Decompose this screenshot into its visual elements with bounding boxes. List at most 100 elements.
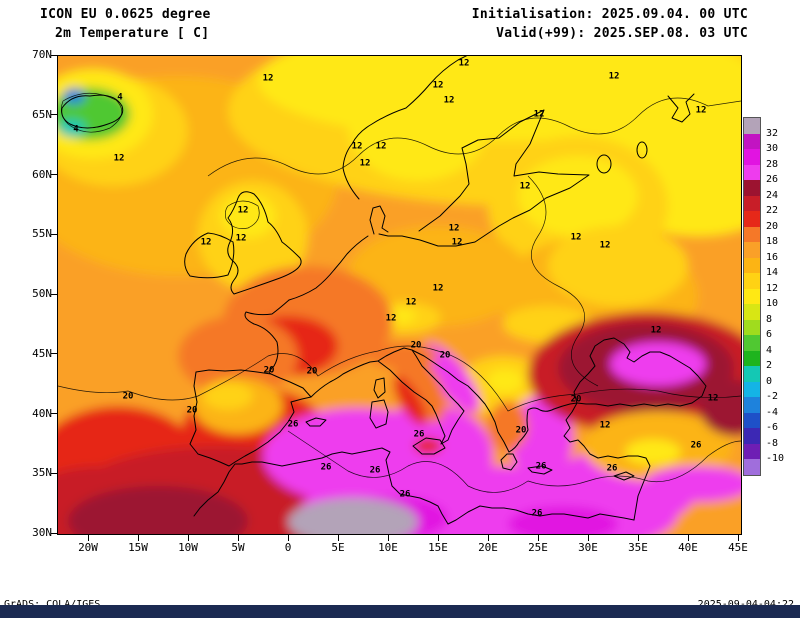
lon-tick-label: 25E — [528, 541, 548, 554]
lon-tick-mark — [437, 535, 439, 541]
colorbar-segment — [744, 319, 760, 335]
contour-label: 20 — [515, 425, 527, 436]
lon-tick-mark — [737, 535, 739, 541]
lon-tick-label: 40E — [678, 541, 698, 554]
colorbar-segment — [744, 133, 760, 149]
coast-ireland — [184, 232, 235, 279]
colorbar-value: 14 — [766, 267, 779, 278]
contour-label: 12 — [262, 73, 274, 84]
lat-tick-mark — [51, 114, 57, 116]
contour-label: 12 — [519, 181, 531, 192]
contour-label: 20 — [570, 394, 582, 405]
lat-tick-mark — [51, 293, 57, 295]
contour-label: 12 — [695, 105, 707, 116]
contour-label: 12 — [650, 325, 662, 336]
contour-label: 12 — [451, 237, 463, 248]
coast-north-africa — [193, 447, 635, 525]
colorbar-value: 32 — [766, 127, 779, 139]
coast-crete — [527, 465, 553, 475]
coast-turkey-levant — [563, 402, 651, 521]
contour-label: 12 — [570, 232, 582, 243]
contour-label-layer: 12 12 12 12 12 12 12 12 12 12 12 12 12 12 12 12 12 12 12 12… — [58, 56, 741, 534]
coast-adriatic-east — [411, 349, 510, 453]
contour-label: 12 — [351, 141, 363, 152]
contour-label: 12 — [448, 223, 460, 234]
lat-tick-label: 45N — [32, 346, 52, 360]
colorbar-segment — [744, 195, 760, 211]
colorbar-value: -10 — [766, 453, 785, 464]
lat-tick-label: 60N — [32, 167, 52, 181]
map-plot-area: 12 12 12 12 12 12 12 12 12 12 12 12 12 12 12 12 12 12 12 12… — [57, 55, 742, 535]
lon-tick-mark — [337, 535, 339, 541]
colorbar-segments — [743, 117, 761, 476]
contour-label: 12 — [599, 240, 611, 251]
colorbar-segment — [744, 350, 760, 366]
colorbar: 32 30 28 26 24 22 20 18 16 14 12 10 8 6 4 2 0 -2 -4 -6 -8 -10 — [743, 117, 784, 476]
contour-label: 4 — [117, 92, 123, 103]
coast-norway — [342, 56, 468, 200]
colorbar-segment — [744, 443, 760, 459]
initialisation-time: Initialisation: 2025.09.04. 00 UTC — [471, 7, 748, 22]
colorbar-segment — [744, 242, 760, 258]
colorbar-value: 26 — [766, 174, 779, 185]
colorbar-value: 0 — [766, 375, 773, 387]
lon-tick-label: 0 — [284, 541, 292, 554]
colorbar-value: 28 — [766, 158, 779, 170]
colorbar-segment — [744, 180, 760, 196]
colorbar-value: 8 — [766, 313, 773, 325]
contour-label: 12 — [707, 393, 719, 404]
lon-tick-mark — [237, 535, 239, 541]
model-title: ICON EU 0.0625 degree — [40, 7, 211, 22]
coast-sicily — [412, 437, 446, 455]
colorbar-value: 20 — [766, 220, 779, 232]
lon-tick-mark — [137, 535, 139, 541]
lon-tick-label: 10E — [378, 541, 398, 554]
contour-label: 12 — [385, 313, 397, 324]
coast-iberia — [189, 369, 312, 467]
colorbar-segment — [744, 335, 760, 351]
coast-britain — [227, 191, 302, 295]
colorbar-segment — [744, 164, 760, 180]
colorbar-segment — [744, 273, 760, 289]
colorbar-value: 22 — [766, 205, 779, 216]
contour-label: 12 — [432, 283, 444, 294]
contour-label: 26 — [413, 429, 425, 440]
colorbar-value: 10 — [766, 298, 779, 309]
temperature-field-svg — [58, 56, 741, 534]
variable-title: 2m Temperature [ C] — [55, 26, 210, 41]
lon-tick-mark — [587, 535, 589, 541]
colorbar-value: 24 — [766, 189, 779, 201]
coast-corsica — [373, 377, 386, 399]
bottom-bar — [0, 605, 800, 618]
colorbar-value: 18 — [766, 236, 779, 247]
lat-tick-label: 70N — [32, 48, 52, 61]
lat-tick-label: 30N — [32, 526, 52, 539]
contour-label: 12 — [608, 71, 620, 82]
contour-label: 12 — [359, 158, 371, 169]
contour-label: 26 — [287, 419, 299, 430]
lat-tick-mark — [51, 413, 57, 414]
contour-label: 12 — [458, 58, 470, 69]
lon-tick-label: 45E — [728, 541, 748, 554]
contour-label: 26 — [320, 462, 332, 473]
contour-label: 20 — [410, 340, 422, 351]
lat-tick-label: 35N — [32, 466, 52, 480]
contour-label: 12 — [432, 80, 444, 91]
colorbar-segment — [744, 211, 760, 227]
grads-credit: GrADS: COLA/IGES — [4, 599, 100, 610]
lon-tick-label: 20E — [478, 541, 498, 554]
colorbar-value: -6 — [766, 422, 779, 433]
lon-tick-label: 20W — [78, 541, 98, 554]
coast-denmark — [369, 205, 389, 235]
colorbar-value: 2 — [766, 360, 773, 371]
contour-label: 20 — [263, 365, 275, 376]
coast-france-atlantic — [244, 299, 290, 375]
lon-tick-mark — [87, 535, 89, 541]
contour-label: 26 — [531, 508, 543, 519]
lake-ladoga — [596, 154, 612, 174]
coast-aegean — [508, 402, 578, 453]
lon-tick-label: 15W — [128, 541, 148, 554]
colorbar-segment — [744, 366, 760, 382]
colorbar-value: 6 — [766, 329, 773, 340]
